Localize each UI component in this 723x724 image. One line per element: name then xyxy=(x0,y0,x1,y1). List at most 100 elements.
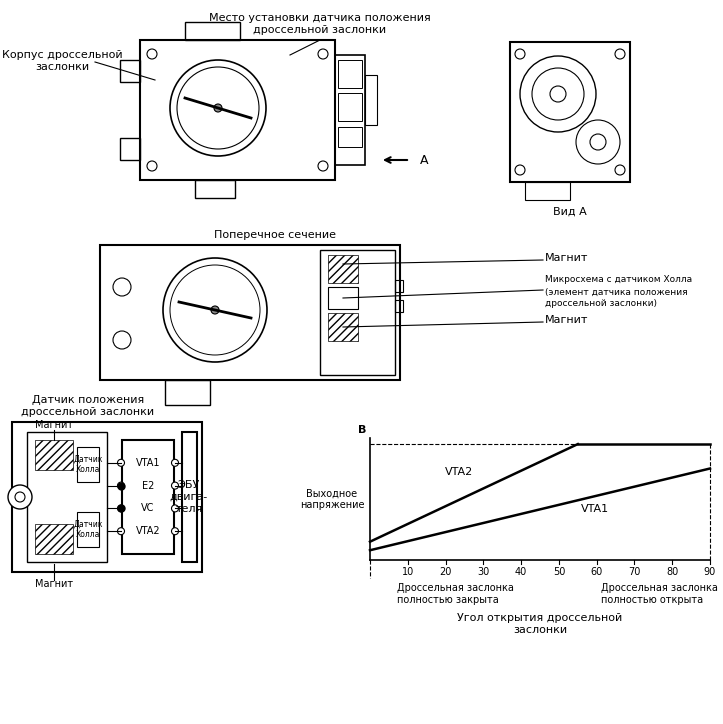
Circle shape xyxy=(532,68,584,120)
Bar xyxy=(338,93,362,121)
Bar xyxy=(120,60,140,82)
Text: ЭБУ
двига-
теля: ЭБУ двига- теля xyxy=(170,481,208,513)
Text: 10: 10 xyxy=(402,567,414,577)
Circle shape xyxy=(177,67,259,149)
Bar xyxy=(525,182,570,200)
Text: дроссельной заслонки: дроссельной заслонки xyxy=(22,407,155,417)
Bar xyxy=(320,250,395,375)
Bar xyxy=(27,432,107,562)
Bar xyxy=(395,300,403,312)
Bar xyxy=(328,255,358,283)
Text: Дроссельная заслонка: Дроссельная заслонка xyxy=(397,583,514,593)
Text: VC: VC xyxy=(141,503,155,513)
Circle shape xyxy=(520,56,596,132)
Text: Датчик
Холла: Датчик Холла xyxy=(73,519,103,539)
Circle shape xyxy=(318,161,328,171)
Circle shape xyxy=(171,459,179,466)
Text: Корпус дроссельной: Корпус дроссельной xyxy=(1,50,122,60)
Text: Датчик положения: Датчик положения xyxy=(32,395,144,405)
Text: Поперечное сечение: Поперечное сечение xyxy=(214,230,336,240)
Circle shape xyxy=(211,306,219,314)
Circle shape xyxy=(113,278,131,296)
Circle shape xyxy=(590,134,606,150)
Text: VTA2: VTA2 xyxy=(136,526,161,536)
Bar xyxy=(338,127,362,147)
Text: 80: 80 xyxy=(666,567,678,577)
Circle shape xyxy=(118,482,124,489)
Text: Магнит: Магнит xyxy=(35,579,73,589)
Circle shape xyxy=(550,86,566,102)
Circle shape xyxy=(515,49,525,59)
Circle shape xyxy=(171,482,179,489)
Text: дроссельной заслонки): дроссельной заслонки) xyxy=(545,300,657,308)
Circle shape xyxy=(171,505,179,512)
Bar xyxy=(328,313,358,341)
Circle shape xyxy=(118,505,124,512)
Bar xyxy=(165,380,210,405)
Bar xyxy=(77,512,99,547)
Bar xyxy=(338,60,362,88)
Text: Магнит: Магнит xyxy=(545,315,589,325)
Text: полностью закрыта: полностью закрыта xyxy=(397,595,499,605)
Bar xyxy=(122,440,174,554)
Circle shape xyxy=(147,49,157,59)
Bar xyxy=(335,55,365,165)
Text: 20: 20 xyxy=(440,567,452,577)
Circle shape xyxy=(113,331,131,349)
Text: Дроссельная заслонка: Дроссельная заслонка xyxy=(602,583,718,593)
Text: VTA1: VTA1 xyxy=(136,458,161,468)
Text: Датчик
Холла: Датчик Холла xyxy=(73,454,103,473)
Bar xyxy=(365,75,377,125)
Bar xyxy=(35,524,73,554)
Text: VTA1: VTA1 xyxy=(581,504,609,514)
Text: (элемент датчика положения: (элемент датчика положения xyxy=(545,287,688,297)
Circle shape xyxy=(15,492,25,502)
Bar xyxy=(120,138,140,160)
Text: А: А xyxy=(420,153,429,167)
Circle shape xyxy=(147,161,157,171)
Text: 70: 70 xyxy=(628,567,641,577)
Circle shape xyxy=(8,485,32,509)
Text: Угол открытия дроссельной: Угол открытия дроссельной xyxy=(458,613,623,623)
Circle shape xyxy=(615,165,625,175)
Text: Магнит: Магнит xyxy=(35,420,73,430)
Text: 90: 90 xyxy=(704,567,716,577)
Bar xyxy=(185,22,240,40)
Circle shape xyxy=(576,120,620,164)
Text: Магнит: Магнит xyxy=(545,253,589,263)
Text: В: В xyxy=(358,425,366,435)
Text: 30: 30 xyxy=(477,567,489,577)
Text: Выходное
напряжение: Выходное напряжение xyxy=(300,488,364,510)
Circle shape xyxy=(214,104,222,112)
Text: полностью открыта: полностью открыта xyxy=(602,595,703,605)
Text: E2: E2 xyxy=(142,481,154,491)
Bar xyxy=(395,280,403,292)
Circle shape xyxy=(163,258,267,362)
Text: 60: 60 xyxy=(591,567,603,577)
Bar xyxy=(35,440,73,470)
Text: Микросхема с датчиком Холла: Микросхема с датчиком Холла xyxy=(545,276,692,285)
Bar xyxy=(510,42,630,182)
Text: 40: 40 xyxy=(515,567,527,577)
Bar xyxy=(182,432,197,562)
Bar xyxy=(100,245,400,380)
Circle shape xyxy=(170,60,266,156)
Bar xyxy=(328,287,358,309)
Text: 50: 50 xyxy=(552,567,565,577)
Bar xyxy=(140,40,335,180)
Circle shape xyxy=(515,165,525,175)
Text: заслонки: заслонки xyxy=(513,625,567,635)
Circle shape xyxy=(170,265,260,355)
Text: VTA2: VTA2 xyxy=(445,467,473,477)
Circle shape xyxy=(171,528,179,535)
Bar xyxy=(77,447,99,482)
Text: Вид А: Вид А xyxy=(553,207,587,217)
Text: заслонки: заслонки xyxy=(35,62,89,72)
Circle shape xyxy=(318,49,328,59)
Circle shape xyxy=(615,49,625,59)
Circle shape xyxy=(118,459,124,466)
Bar xyxy=(12,422,202,572)
Bar xyxy=(195,180,235,198)
Text: Место установки датчика положения: Место установки датчика положения xyxy=(209,13,431,23)
Text: дроссельной заслонки: дроссельной заслонки xyxy=(254,25,387,35)
